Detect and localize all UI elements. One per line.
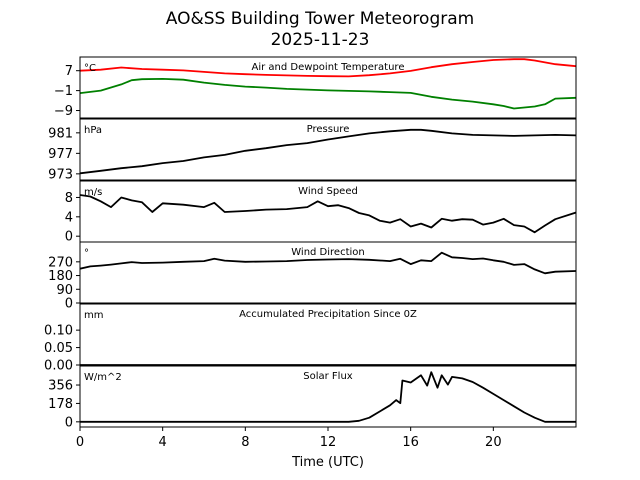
x-tick-label: 16 [402, 435, 419, 450]
figure-title: AO&SS Building Tower Meteorogram [166, 9, 474, 29]
panel-unit-label: m/s [84, 187, 102, 198]
panel-title: Wind Speed [298, 186, 358, 197]
y-tick-label: −1 [54, 84, 73, 99]
y-tick-label: 180 [48, 269, 73, 284]
y-tick-label: 7 [65, 64, 73, 79]
x-axis: 0 4 8 12 16 20 [76, 427, 502, 450]
y-tick-label: 270 [48, 255, 73, 270]
panels-group: 7 −1 −9 °C Air and Dewpoint Temperature 981 97… [44, 56, 577, 430]
panel-frame [79, 56, 577, 119]
y-tick-label: −9 [54, 104, 73, 119]
panel-wind-speed: 8 4 0 m/s Wind Speed [65, 180, 577, 245]
panel-precipitation: 0.10 0.05 0.00 mm Accumulated Precipitation … [44, 303, 577, 374]
panel-title: Accumulated Precipitation Since 0Z [239, 309, 417, 320]
y-tick-label: 0.10 [44, 324, 73, 339]
figure-subtitle: 2025-11-23 [271, 30, 370, 50]
series-pressure-0 [80, 128, 576, 175]
panel-title: Solar Flux [303, 371, 353, 382]
series-wind-speed-0 [80, 194, 576, 234]
panel-title: Wind Direction [291, 247, 365, 258]
series-wind-direction-0 [80, 251, 576, 275]
panel-frame [79, 241, 577, 304]
x-tick-label: 8 [241, 435, 249, 450]
series-temperature-0 [80, 58, 576, 78]
y-tick-label: 0 [65, 415, 73, 430]
y-tick-label: 356 [48, 379, 73, 394]
series-solar-flux-0 [80, 371, 576, 423]
y-tick-label: 0 [65, 297, 73, 312]
y-tick-label: 0.05 [44, 341, 73, 356]
y-tick-label: 8 [65, 191, 73, 206]
x-tick-label: 0 [76, 435, 84, 450]
panel-unit-label: °C [84, 63, 96, 74]
panel-frame [79, 118, 577, 181]
y-tick-label: 4 [65, 210, 73, 225]
x-tick-label: 12 [320, 435, 337, 450]
y-tick-label: 973 [48, 167, 73, 182]
y-tick-label: 981 [48, 126, 73, 141]
y-tick-label: 977 [48, 147, 73, 162]
x-tick-label: 4 [159, 435, 167, 450]
panel-solar-flux: 356 178 0 W/m^2 Solar Flux [48, 365, 577, 430]
panel-temperature: 7 −1 −9 °C Air and Dewpoint Temperature [54, 56, 577, 119]
x-tick-label: 20 [485, 435, 502, 450]
y-tick-label: 178 [48, 397, 73, 412]
y-tick-label: 0.00 [44, 359, 73, 374]
panel-pressure: 981 977 973 hPa Pressure [48, 118, 577, 182]
panel-title: Air and Dewpoint Temperature [252, 62, 405, 73]
y-tick-label: 90 [56, 283, 73, 298]
panel-unit-label: ° [84, 248, 89, 259]
panel-unit-label: hPa [84, 125, 102, 136]
panel-title: Pressure [307, 124, 350, 135]
x-axis-label: Time (UTC) [291, 455, 364, 470]
panel-unit-label: mm [84, 310, 103, 321]
series-temperature-1 [80, 78, 576, 110]
y-tick-label: 0 [65, 230, 73, 245]
panel-unit-label: W/m^2 [84, 372, 122, 383]
panel-frame [79, 303, 577, 366]
